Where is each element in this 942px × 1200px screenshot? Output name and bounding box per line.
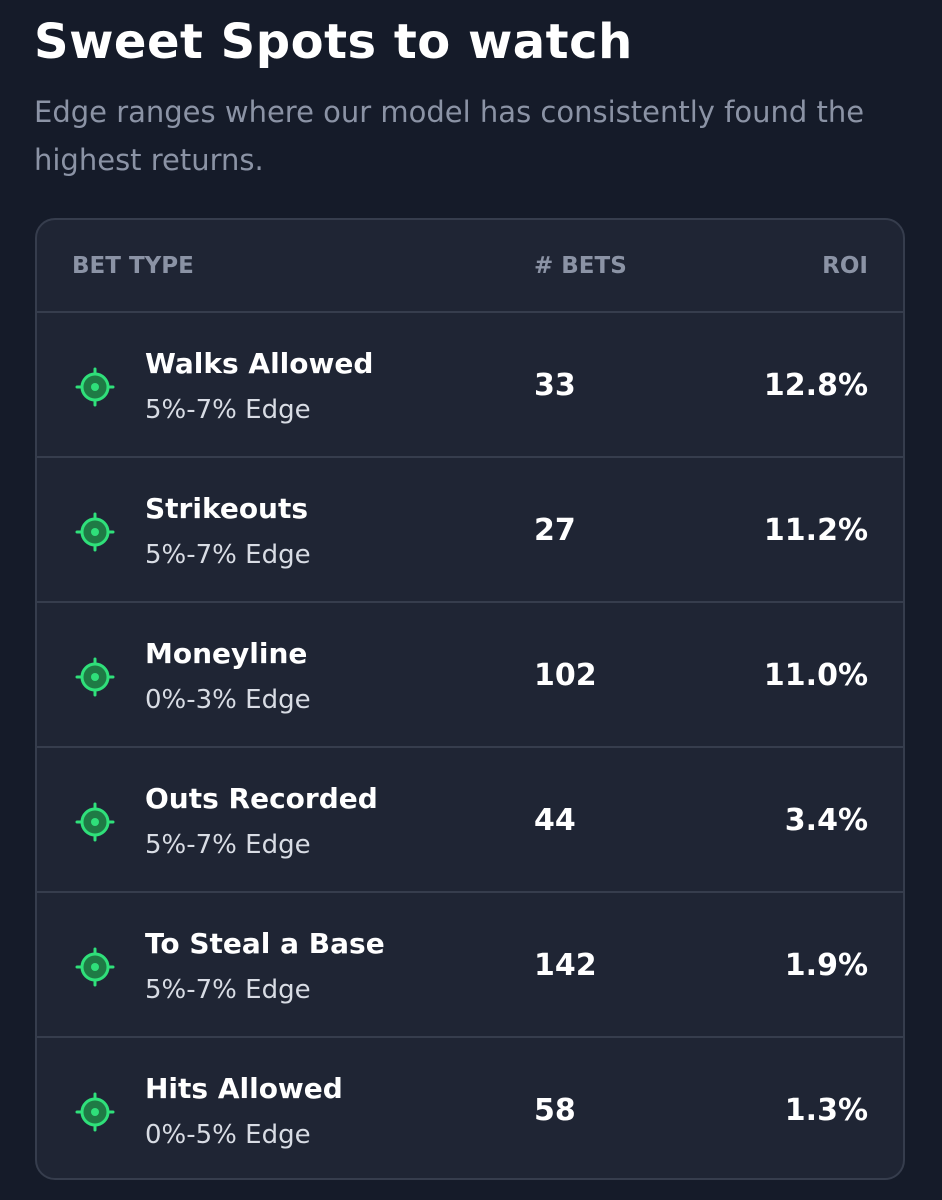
- edge-range: 0%-5% Edge: [145, 1120, 311, 1150]
- table-row: Outs Recorded 5%-7% Edge 44 3.4%: [37, 748, 903, 893]
- roi: 11.2%: [763, 513, 868, 548]
- bet-count: 27: [534, 513, 576, 548]
- bet-count: 102: [534, 658, 597, 693]
- subtitle: Edge ranges where our model has consiste…: [34, 95, 865, 177]
- icon: [75, 947, 115, 991]
- edge-range: 0%-3% Edge: [145, 685, 311, 715]
- column-header: # BETS: [534, 253, 627, 279]
- title: Sweet Spots to watch: [34, 14, 633, 70]
- target-icon: [75, 657, 115, 697]
- edge-range: 5%-7% Edge: [145, 395, 311, 425]
- roi: 1.3%: [784, 1093, 868, 1128]
- column-header: ROI: [822, 253, 868, 279]
- target-icon: [75, 512, 115, 552]
- bet-type: Walks Allowed: [145, 347, 374, 380]
- table-row: Walks Allowed 5%-7% Edge 33 12.8%: [37, 313, 903, 458]
- bet-type: Hits Allowed: [145, 1072, 343, 1105]
- table-row: Moneyline 0%-3% Edge 102 11.0%: [37, 603, 903, 748]
- target-icon: [75, 1092, 115, 1132]
- table-row: To Steal a Base 5%-7% Edge 142 1.9%: [37, 893, 903, 1038]
- table: BET TYPE # BETS ROI Walks Allowed 5%-7% E…: [35, 218, 905, 1180]
- column-header: BET TYPE: [72, 253, 194, 279]
- icon: [75, 802, 115, 846]
- icon: [75, 1092, 115, 1136]
- icon: [75, 512, 115, 556]
- bet-type: Outs Recorded: [145, 782, 378, 815]
- table-row: Strikeouts 5%-7% Edge 27 11.2%: [37, 458, 903, 603]
- bet-count: 44: [534, 803, 576, 838]
- edge-range: 5%-7% Edge: [145, 975, 311, 1005]
- bet-type: To Steal a Base: [145, 927, 385, 960]
- bet-type: Moneyline: [145, 637, 308, 670]
- roi: 3.4%: [784, 803, 868, 838]
- bet-count: 142: [534, 948, 597, 983]
- icon: [75, 657, 115, 701]
- bet-type: Strikeouts: [145, 492, 309, 525]
- bet-count: 58: [534, 1093, 576, 1128]
- icon: [75, 367, 115, 411]
- target-icon: [75, 947, 115, 987]
- table-row: Hits Allowed 0%-5% Edge 58 1.3%: [37, 1038, 903, 1178]
- bet-count: 33: [534, 368, 576, 403]
- target-icon: [75, 367, 115, 407]
- edge-range: 5%-7% Edge: [145, 540, 311, 570]
- target-icon: [75, 802, 115, 842]
- edge-range: 5%-7% Edge: [145, 830, 311, 860]
- roi: 12.8%: [763, 368, 868, 403]
- roi: 11.0%: [763, 658, 868, 693]
- table-header: BET TYPE # BETS ROI: [37, 220, 903, 313]
- roi: 1.9%: [784, 948, 868, 983]
